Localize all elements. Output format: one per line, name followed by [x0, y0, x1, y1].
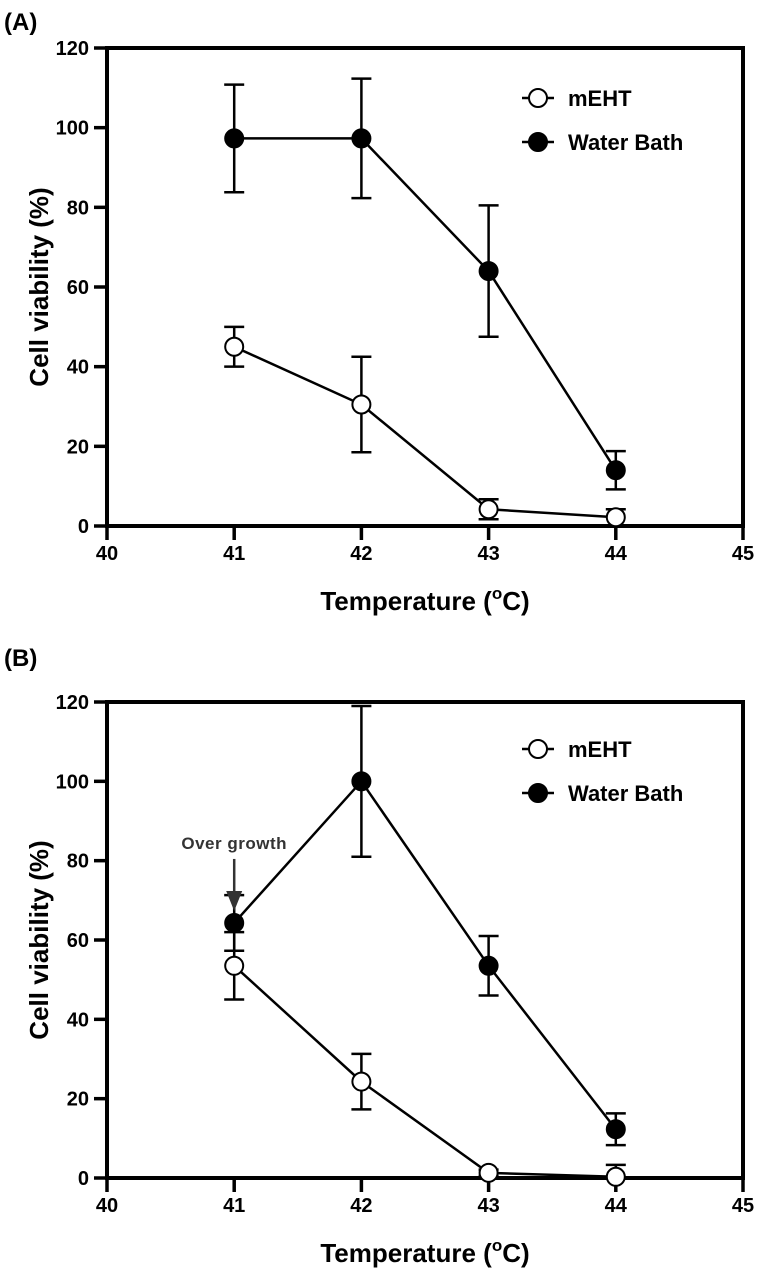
- data-point-meht: [605, 1166, 626, 1187]
- x-tick-label: 43: [477, 543, 499, 565]
- y-tick-label: 60: [67, 930, 89, 952]
- x-tick-label: 45: [732, 543, 754, 565]
- data-point-meht: [351, 1071, 372, 1092]
- x-tick-label: 41: [223, 543, 245, 565]
- x-tick-label: 41: [223, 1195, 245, 1217]
- x-tick-label: 40: [96, 1195, 118, 1217]
- x-axis-title-tail: C): [502, 586, 529, 616]
- y-tick-label: 60: [67, 277, 89, 299]
- chart-panel-a: (A) 40 41 42 43 44 45 0 20 40 60 80 100 120 Temperatur…: [4, 9, 754, 616]
- x-axis-title: Temperature (oC): [320, 1236, 529, 1268]
- y-tick-label: 80: [67, 197, 89, 219]
- x-tick-label: 44: [605, 543, 628, 565]
- legend-label-meht: mEHT: [568, 86, 632, 111]
- x-axis-title-sup: o: [492, 584, 502, 603]
- data-point-water-bath: [605, 1119, 626, 1140]
- y-tick-label: 120: [56, 38, 89, 60]
- data-point-water-bath: [224, 128, 245, 149]
- y-tick-label: 0: [78, 1168, 89, 1190]
- series-line-water-bath: [234, 137, 617, 471]
- data-point-water-bath: [351, 128, 372, 149]
- data-point-meht: [478, 499, 499, 520]
- x-tick-label: 45: [732, 1195, 754, 1217]
- x-axis-title-main: Temperature (: [320, 1238, 492, 1268]
- x-axis-title: Temperature (oC): [320, 584, 529, 616]
- annotation-label: Over growth: [181, 834, 287, 853]
- data-point-water-bath: [351, 771, 372, 792]
- x-tick-label: 44: [605, 1195, 628, 1217]
- x-axis-title-main: Temperature (: [320, 586, 492, 616]
- y-tick-label: 0: [78, 516, 89, 538]
- data-point-meht: [224, 955, 245, 976]
- legend-marker-water-bath: [528, 132, 548, 152]
- y-axis-title: Cell viability (%): [24, 187, 54, 386]
- data-point-meht: [605, 507, 626, 528]
- x-tick-label: 42: [350, 1195, 372, 1217]
- legend-label-water-bath: Water Bath: [568, 781, 683, 806]
- data-point-meht: [224, 336, 245, 357]
- chart-panel-b: (B) 40 41 42 43 44 45 0 20 40 60 80 100 120 Temperatur…: [4, 645, 754, 1268]
- legend-label-water-bath: Water Bath: [568, 130, 683, 155]
- y-tick-label: 20: [67, 1089, 89, 1111]
- data-point-water-bath: [605, 460, 626, 481]
- series-line-meht: [233, 964, 616, 1179]
- data-point-water-bath: [224, 912, 245, 933]
- series-line-meht: [233, 345, 616, 519]
- data-point-water-bath: [478, 955, 499, 976]
- x-tick-label: 40: [96, 543, 118, 565]
- annotation-arrow-head: [226, 890, 243, 911]
- x-axis-title-sup: o: [492, 1236, 502, 1255]
- y-tick-label: 100: [56, 771, 89, 793]
- legend-label-meht: mEHT: [568, 737, 632, 762]
- plot-frame: [105, 46, 745, 528]
- y-axis-title: Cell viability (%): [24, 840, 54, 1039]
- y-tick-label: 20: [67, 436, 89, 458]
- series-line-water-bath: [233, 779, 617, 1130]
- x-tick-label: 43: [477, 1195, 499, 1217]
- x-tick-label: 42: [350, 543, 372, 565]
- plot-frame: [105, 700, 745, 1180]
- y-tick-label: 40: [67, 1009, 89, 1031]
- legend-marker-meht: [528, 88, 548, 108]
- y-tick-label: 100: [56, 118, 89, 140]
- data-point-water-bath: [478, 261, 499, 282]
- y-tick-label: 120: [56, 692, 89, 714]
- x-axis-title-tail: C): [502, 1238, 529, 1268]
- panel-label: (A): [4, 9, 37, 36]
- panel-label: (B): [4, 645, 37, 672]
- y-tick-label: 40: [67, 357, 89, 379]
- legend-marker-water-bath: [528, 783, 548, 803]
- y-tick-label: 80: [67, 851, 89, 873]
- data-point-meht: [478, 1162, 499, 1183]
- data-point-meht: [351, 394, 372, 415]
- legend-marker-meht: [528, 739, 548, 759]
